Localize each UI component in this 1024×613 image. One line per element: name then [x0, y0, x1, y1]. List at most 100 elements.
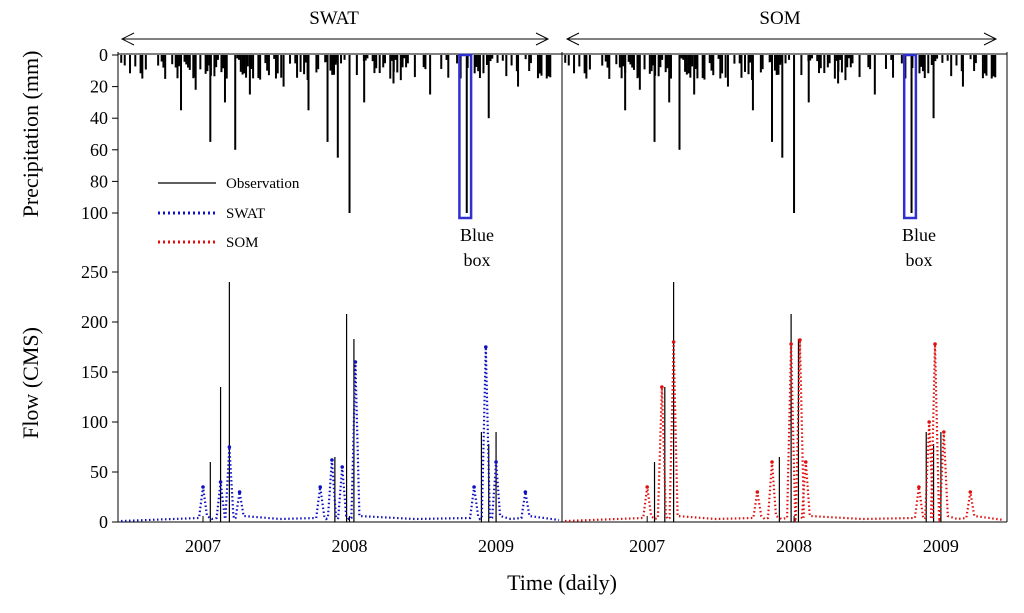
precip-bar-1-86 — [788, 55, 791, 60]
precip-bar-1-129 — [969, 55, 972, 60]
precip-bar-0-18 — [120, 55, 123, 63]
precip-bar-1-76 — [759, 55, 762, 73]
precip-bar-0-36 — [187, 55, 190, 68]
precip-bar-0-8 — [326, 55, 329, 142]
precip-bar-1-61 — [703, 55, 706, 80]
x-tick-label-1-2009: 2009 — [923, 536, 959, 556]
precip-bar-1-54 — [685, 55, 688, 75]
swat-flow-line-peak-1 — [218, 480, 223, 484]
precip-bar-1-36 — [631, 55, 634, 68]
blue-box-label-som-line2: box — [906, 250, 933, 270]
precip-bar-1-106 — [851, 55, 854, 64]
precip-bar-1-34 — [627, 55, 630, 62]
precip-bar-0-135 — [545, 55, 548, 79]
som-flow-line-peak-1 — [660, 385, 664, 389]
precip-bar-0-109 — [424, 55, 427, 70]
precip-bar-0-88 — [362, 55, 365, 62]
precip-bar-1-19 — [567, 55, 570, 66]
precip-bar-1-44 — [654, 55, 657, 76]
precip-bar-1-45 — [657, 55, 660, 77]
precip-bar-1-98 — [835, 55, 838, 61]
precip-bar-1-96 — [828, 55, 831, 64]
precip-bar-0-103 — [401, 55, 404, 68]
precip-bar-1-47 — [661, 55, 664, 60]
precip-bar-1-66 — [719, 55, 722, 79]
precip-bar-0-42 — [206, 55, 209, 72]
flow-tick-label-150: 150 — [81, 362, 108, 382]
precip-bar-1-63 — [710, 55, 713, 71]
precip-bar-1-102 — [844, 55, 847, 81]
flow-tick-label-50: 50 — [90, 462, 108, 482]
precip-bar-1-118 — [921, 55, 924, 72]
precip-bar-1-4 — [678, 55, 681, 150]
precip-bar-1-135 — [990, 55, 993, 79]
precip-bar-0-25 — [157, 55, 160, 66]
precip-bar-1-132 — [981, 55, 984, 79]
precip-bar-0-14 — [465, 55, 468, 213]
precip-bar-0-113 — [456, 55, 459, 64]
som-flow-line-peak-5 — [789, 342, 793, 346]
precip-bar-0-107 — [413, 55, 416, 78]
precip-bar-0-61 — [259, 55, 262, 80]
x-axis-title: Time (daily) — [507, 570, 617, 595]
precip-bar-0-84 — [336, 55, 339, 63]
precip-bar-0-50 — [225, 55, 228, 79]
precip-bar-0-31 — [176, 55, 179, 79]
precip-bar-1-23 — [585, 55, 588, 79]
panel-headers: SWAT SOM — [120, 8, 998, 46]
precip-bar-1-99 — [837, 55, 840, 72]
precip-bar-1-95 — [826, 55, 829, 68]
precip-bar-0-30 — [174, 55, 177, 68]
precip-bar-1-51 — [680, 55, 683, 59]
precip-bar-0-92 — [373, 55, 376, 74]
precip-bar-1-5 — [693, 55, 696, 95]
precip-bar-1-39 — [638, 55, 641, 78]
precip-bar-0-47 — [216, 55, 219, 60]
precip-bar-0-126 — [505, 55, 508, 77]
precip-bar-1-107 — [858, 55, 861, 78]
precip-bar-1-2 — [653, 55, 656, 142]
precip-bar-0-91 — [371, 55, 374, 62]
precip-bar-0-125 — [501, 55, 504, 61]
precip-bar-0-108 — [422, 55, 425, 68]
precip-bar-1-82 — [777, 55, 780, 75]
precip-bar-1-90 — [810, 55, 813, 59]
precip-bar-1-127 — [955, 55, 958, 66]
precip-bar-0-81 — [331, 55, 334, 75]
precip-bar-0-0 — [180, 55, 183, 111]
precip-bar-1-119 — [923, 55, 926, 79]
precip-bar-1-137 — [994, 55, 997, 78]
precip-bar-1-13 — [873, 55, 876, 95]
som-flow-line-peak-7 — [803, 460, 808, 464]
precip-bar-0-43 — [208, 55, 211, 66]
precip-bar-0-120 — [482, 55, 485, 74]
precip-bar-1-69 — [733, 55, 736, 64]
precip-bar-0-85 — [340, 55, 343, 64]
precip-bar-0-56 — [245, 55, 248, 78]
precip-bar-0-96 — [383, 55, 386, 64]
precip-bar-0-64 — [267, 55, 270, 76]
precip-bar-1-110 — [884, 55, 887, 69]
precip-bar-0-95 — [382, 55, 385, 68]
precip-bar-0-45 — [213, 55, 216, 77]
precip-y-axis-title: Precipitation (mm) — [18, 51, 43, 218]
precip-bar-1-26 — [604, 55, 607, 62]
x-tick-label-1-2007: 2007 — [629, 536, 665, 556]
swat-arrowhead-left — [120, 32, 135, 46]
precip-bar-1-94 — [823, 55, 826, 74]
precip-bar-1-24 — [588, 55, 591, 70]
precip-bar-1-88 — [807, 55, 810, 62]
precip-bar-0-41 — [204, 55, 207, 74]
precip-bar-0-137 — [549, 55, 552, 78]
precip-bar-0-68 — [280, 55, 283, 78]
precip-bar-0-67 — [276, 55, 279, 74]
precip-bar-1-62 — [708, 55, 711, 64]
precip-bar-1-6 — [726, 55, 729, 87]
precip-bar-1-57 — [691, 55, 694, 67]
flow-tick-label-250: 250 — [81, 262, 108, 282]
precip-bar-1-131 — [974, 55, 977, 64]
swat-flow-line-peak-6 — [340, 465, 344, 469]
precip-bar-1-120 — [927, 55, 930, 74]
precip-bar-0-75 — [306, 55, 309, 80]
precip-bar-1-15 — [932, 55, 935, 119]
